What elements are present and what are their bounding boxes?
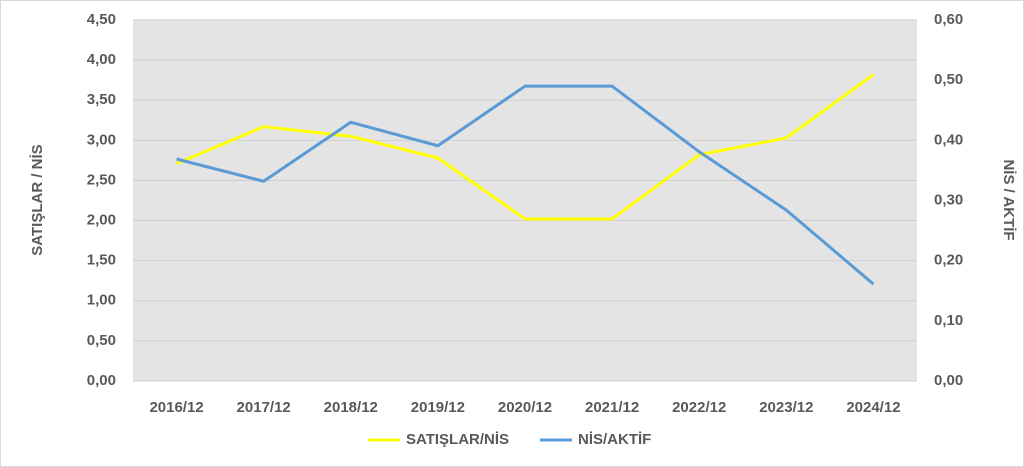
series-line — [176, 84, 875, 286]
x-tick-label: 2022/12 — [672, 399, 726, 416]
y-axis-title: SATIŞLAR / NİS — [29, 144, 46, 255]
y-tick-label: 2,00 — [87, 212, 116, 229]
y2-tick-label: 0,50 — [934, 71, 963, 88]
y2-tick-label: 0,00 — [934, 372, 963, 389]
x-tick-label: 2021/12 — [585, 399, 639, 416]
y-tick-label: 3,00 — [87, 131, 116, 148]
y-tick-label: 4,50 — [87, 11, 116, 28]
plot-area — [133, 20, 917, 381]
y-tick-label: 0,50 — [87, 332, 116, 349]
y-tick-label: 0,00 — [87, 372, 116, 389]
x-tick-label: 2018/12 — [324, 399, 378, 416]
x-tick-label: 2020/12 — [498, 399, 552, 416]
y-tick-label: 3,50 — [87, 91, 116, 108]
y-tick-label: 1,00 — [87, 292, 116, 309]
x-tick-label: 2017/12 — [237, 399, 291, 416]
x-tick-label: 2019/12 — [411, 399, 465, 416]
x-tick-label: 2016/12 — [149, 399, 203, 416]
legend-label: NİS/AKTİF — [578, 431, 651, 448]
y-tick-label: 1,50 — [87, 252, 116, 269]
y2-tick-label: 0,40 — [934, 131, 963, 148]
y-tick-label: 2,50 — [87, 171, 116, 188]
x-tick-label: 2024/12 — [846, 399, 900, 416]
y-tick-label: 4,00 — [87, 51, 116, 68]
legend-label: SATIŞLAR/NİS — [406, 431, 509, 448]
y2-tick-label: 0,60 — [934, 11, 963, 28]
y2-tick-label: 0,10 — [934, 312, 963, 329]
y2-tick-label: 0,20 — [934, 252, 963, 269]
y2-axis-title: NİS / AKTİF — [1000, 159, 1017, 240]
series-line — [175, 73, 875, 221]
y2-tick-label: 0,30 — [934, 191, 963, 208]
x-tick-label: 2023/12 — [759, 399, 813, 416]
